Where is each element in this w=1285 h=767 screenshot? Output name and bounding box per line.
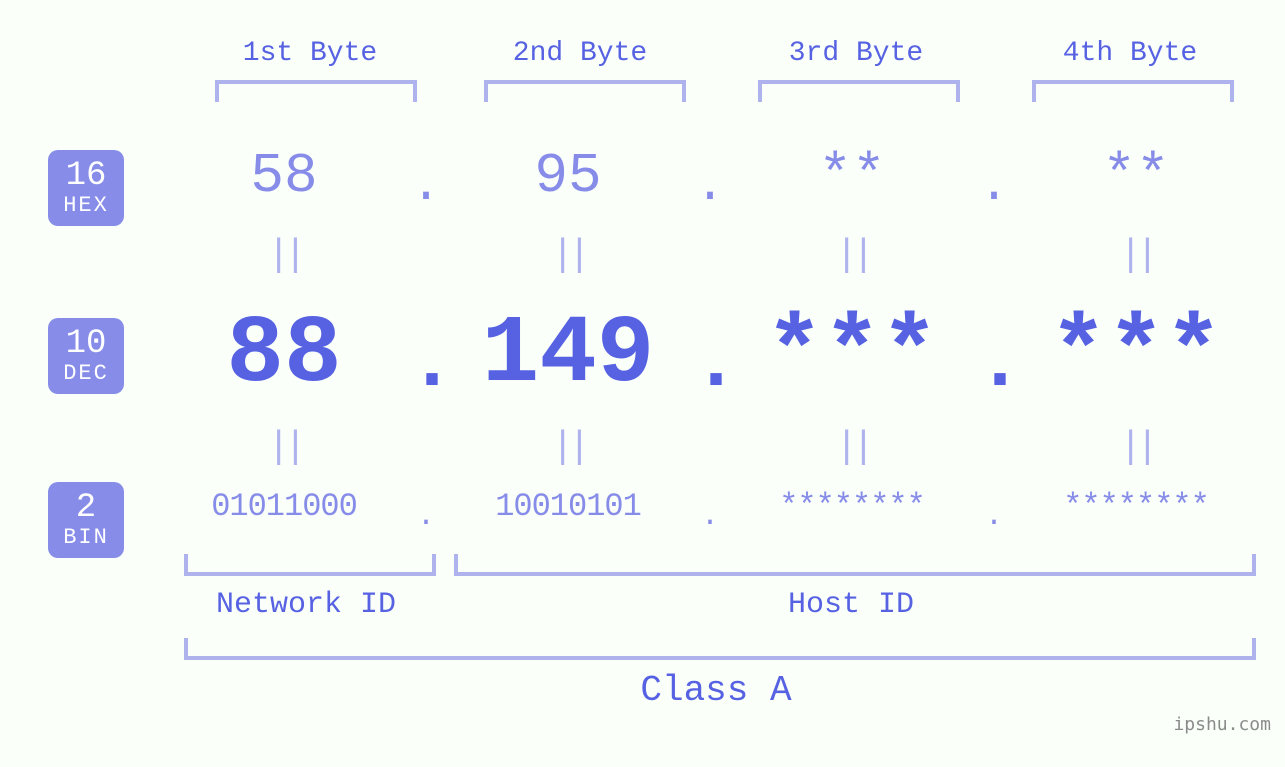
class-bracket (184, 638, 1256, 660)
separator-dot: . (408, 319, 444, 410)
byte-3-bracket (758, 80, 960, 102)
equals-icon: || (444, 234, 692, 277)
radix-dec-label: DEC (63, 362, 109, 385)
equals-icon: || (1012, 234, 1260, 277)
radix-dec-base: 10 (66, 327, 107, 363)
network-id-bracket (184, 554, 436, 576)
dec-byte-4: *** (1012, 300, 1260, 409)
radix-hex-label: HEX (63, 194, 109, 217)
hex-byte-2: 95 (444, 144, 692, 208)
dec-byte-2: 149 (444, 300, 692, 409)
dec-byte-1: 88 (160, 300, 408, 409)
radix-badge-hex: 16 HEX (48, 150, 124, 226)
hex-row: 58 . 95 . ** . ** (160, 144, 1260, 208)
ip-address-diagram: 1st Byte 2nd Byte 3rd Byte 4th Byte 16 H… (0, 0, 1285, 767)
radix-hex-base: 16 (66, 159, 107, 195)
byte-2-bracket (484, 80, 686, 102)
byte-2-label: 2nd Byte (480, 38, 680, 69)
dec-byte-3: *** (728, 300, 976, 409)
separator-dot: . (692, 158, 728, 215)
separator-dot: . (976, 500, 1012, 534)
dec-row: 88 . 149 . *** . *** (160, 300, 1260, 409)
equals-icon: || (160, 234, 408, 277)
radix-bin-label: BIN (63, 526, 109, 549)
bin-byte-1: 01011000 (160, 488, 408, 525)
bin-byte-2: 10010101 (444, 488, 692, 525)
equals-icon: || (1012, 426, 1260, 469)
separator-dot: . (692, 319, 728, 410)
equals-icon: || (160, 426, 408, 469)
hex-byte-1: 58 (160, 144, 408, 208)
host-id-bracket (454, 554, 1256, 576)
equals-row-dec-bin: || || || || (160, 426, 1260, 469)
bin-row: 01011000 . 10010101 . ******** . *******… (160, 488, 1260, 525)
radix-badge-dec: 10 DEC (48, 318, 124, 394)
host-id-label: Host ID (454, 588, 1248, 622)
equals-row-hex-dec: || || || || (160, 234, 1260, 277)
separator-dot: . (976, 158, 1012, 215)
hex-byte-4: ** (1012, 144, 1260, 208)
separator-dot: . (976, 319, 1012, 410)
equals-icon: || (728, 234, 976, 277)
byte-4-label: 4th Byte (1030, 38, 1230, 69)
hex-byte-3: ** (728, 144, 976, 208)
equals-icon: || (728, 426, 976, 469)
byte-1-label: 1st Byte (210, 38, 410, 69)
separator-dot: . (408, 500, 444, 534)
bin-byte-3: ******** (728, 488, 976, 525)
equals-icon: || (444, 426, 692, 469)
byte-4-bracket (1032, 80, 1234, 102)
bin-byte-4: ******** (1012, 488, 1260, 525)
radix-bin-base: 2 (76, 491, 96, 527)
separator-dot: . (408, 158, 444, 215)
class-label: Class A (184, 670, 1248, 711)
byte-3-label: 3rd Byte (756, 38, 956, 69)
byte-1-bracket (215, 80, 417, 102)
radix-badge-bin: 2 BIN (48, 482, 124, 558)
separator-dot: . (692, 500, 728, 534)
watermark: ipshu.com (1173, 714, 1271, 735)
network-id-label: Network ID (184, 588, 428, 622)
